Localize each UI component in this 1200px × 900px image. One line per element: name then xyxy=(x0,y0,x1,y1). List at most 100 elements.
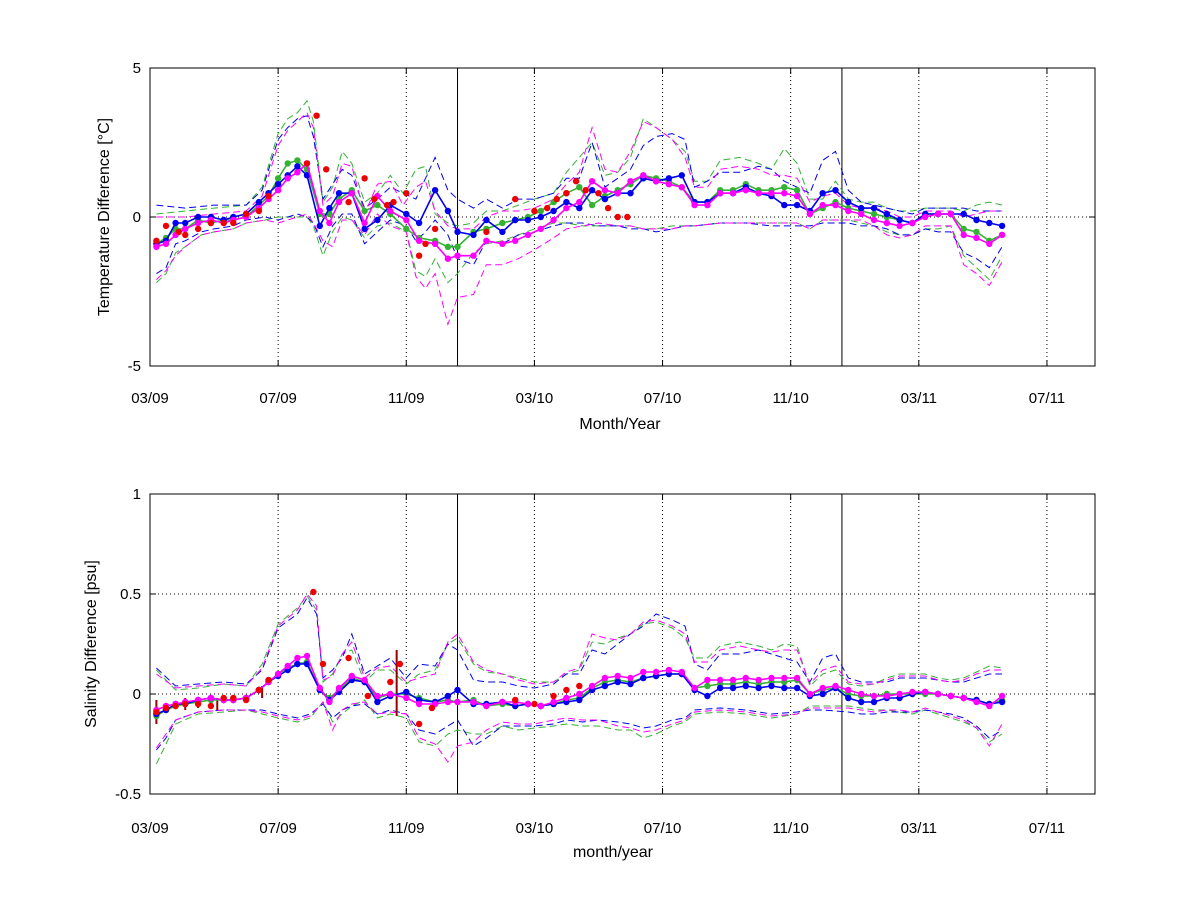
temperature-magenta-point xyxy=(960,231,967,239)
salinity-magenta-point xyxy=(922,688,929,696)
temperature-y-tick-label: -5 xyxy=(128,358,141,375)
salinity-magenta-point xyxy=(960,694,967,702)
salinity-blue-point xyxy=(768,682,775,690)
temperature-green-point xyxy=(960,225,967,233)
salinity-magenta-point xyxy=(909,688,916,696)
temperature-blue-point xyxy=(194,213,202,221)
salinity-magenta-point xyxy=(563,694,570,702)
temperature-blue-point xyxy=(326,204,333,212)
temperature-green-point xyxy=(793,187,801,194)
salinity-magenta-point xyxy=(499,698,506,706)
salinity-magenta-point xyxy=(303,652,311,660)
temperature-magenta-point xyxy=(691,201,698,209)
temperature-red-point xyxy=(361,175,368,182)
salinity-magenta-point xyxy=(576,690,583,698)
salinity-magenta-point xyxy=(537,702,544,710)
salinity-blue-point xyxy=(601,682,609,690)
temperature-magenta-point xyxy=(162,240,170,247)
salinity-x-tick-label: 07/11 xyxy=(1029,820,1065,837)
temperature-blue-envelope-upper xyxy=(156,115,1003,215)
temperature-magenta-point xyxy=(819,201,826,209)
temperature-red-point xyxy=(230,219,237,227)
temperature-blue-point xyxy=(678,172,685,179)
temperature-blue-point xyxy=(858,204,865,212)
temperature-red-point xyxy=(153,237,160,244)
temperature-red-point xyxy=(323,166,330,173)
temperature-magenta-point xyxy=(793,192,801,200)
temperature-magenta-point xyxy=(627,178,634,185)
temperature-magenta-point xyxy=(742,187,749,194)
salinity-x-tick-label: 07/09 xyxy=(259,820,297,837)
salinity-blue-point xyxy=(614,678,621,686)
temperature-magenta-point xyxy=(550,216,557,224)
salinity-red-point xyxy=(563,686,570,694)
temperature-green-point xyxy=(361,207,368,215)
temperature-blue-point xyxy=(470,231,477,239)
temperature-red-point xyxy=(422,240,429,247)
temperature-y-tick-label: 0 xyxy=(133,209,141,226)
temperature-magenta-point xyxy=(274,187,282,194)
temperature-blue-point xyxy=(588,187,596,194)
temperature-magenta-point xyxy=(415,237,423,244)
salinity-magenta-envelope-lower xyxy=(155,701,1003,763)
temperature-x-tick-label: 11/09 xyxy=(388,390,424,407)
temperature-magenta-envelope-upper xyxy=(156,111,1003,230)
temperature-blue-point xyxy=(274,181,282,188)
salinity-red-point xyxy=(265,676,272,684)
salinity-magenta-point xyxy=(691,684,698,692)
temperature-magenta-point xyxy=(704,201,711,209)
salinity-magenta-point xyxy=(627,674,634,682)
temperature-red-point xyxy=(431,225,439,233)
temperature-blue-point xyxy=(524,216,532,224)
temperature-red-point xyxy=(624,213,631,221)
temperature-magenta-point xyxy=(454,252,461,259)
salinity-magenta-point xyxy=(374,692,381,700)
salinity-blue-point xyxy=(444,692,452,700)
temperature-x-tick-label: 07/11 xyxy=(1029,390,1065,407)
temperature-magenta-point xyxy=(284,175,291,182)
temperature-panel: Temperature Difference [°C] Month/Year 0… xyxy=(96,60,1096,433)
salinity-magenta-point xyxy=(652,668,660,676)
temperature-x-axis-label: Month/Year xyxy=(579,416,661,433)
salinity-magenta-point xyxy=(326,698,333,706)
temperature-red-point xyxy=(553,195,560,203)
salinity-magenta-point xyxy=(483,702,490,710)
salinity-red-point xyxy=(172,702,179,710)
temperature-x-tick-label: 07/10 xyxy=(644,390,682,407)
temperature-blue-point xyxy=(883,210,890,218)
temperature-magenta-point xyxy=(858,210,865,218)
salinity-magenta-point xyxy=(588,682,596,690)
temperature-magenta-point xyxy=(483,237,490,244)
salinity-magenta-point xyxy=(832,682,839,690)
salinity-red-point xyxy=(310,588,317,596)
temperature-magenta-point xyxy=(153,243,160,250)
temperature-red-point xyxy=(220,219,227,227)
temperature-red-point xyxy=(207,219,215,227)
temperature-magenta-point xyxy=(576,198,583,206)
salinity-magenta-point xyxy=(601,674,609,682)
salinity-magenta-point xyxy=(524,700,532,708)
temperature-y-axis-label: Temperature Difference [°C] xyxy=(96,118,113,316)
temperature-blue-point xyxy=(627,190,634,197)
salinity-green-envelope-lower xyxy=(155,699,1003,765)
salinity-red-point xyxy=(428,704,436,712)
salinity-magenta-point xyxy=(934,690,942,698)
salinity-magenta-point xyxy=(335,684,343,692)
salinity-magenta-point xyxy=(614,672,621,680)
temperature-magenta-point xyxy=(335,198,343,206)
salinity-magenta-point xyxy=(274,670,282,678)
temperature-magenta-point xyxy=(348,190,355,197)
temperature-magenta-point xyxy=(431,240,439,247)
salinity-magenta-point xyxy=(729,676,737,684)
salinity-blue-point xyxy=(403,688,410,696)
temperature-blue-point xyxy=(973,216,980,224)
salinity-grid xyxy=(149,494,1095,794)
temperature-magenta-point xyxy=(194,219,202,227)
temperature-red-point xyxy=(563,190,570,197)
temperature-blue-point xyxy=(845,198,852,206)
salinity-panel: Salinity Difference [psu] month/year 03/… xyxy=(83,486,1096,861)
temperature-x-tick-label: 03/09 xyxy=(131,390,169,407)
temperature-magenta-point xyxy=(537,225,544,233)
temperature-magenta-point xyxy=(652,178,660,185)
